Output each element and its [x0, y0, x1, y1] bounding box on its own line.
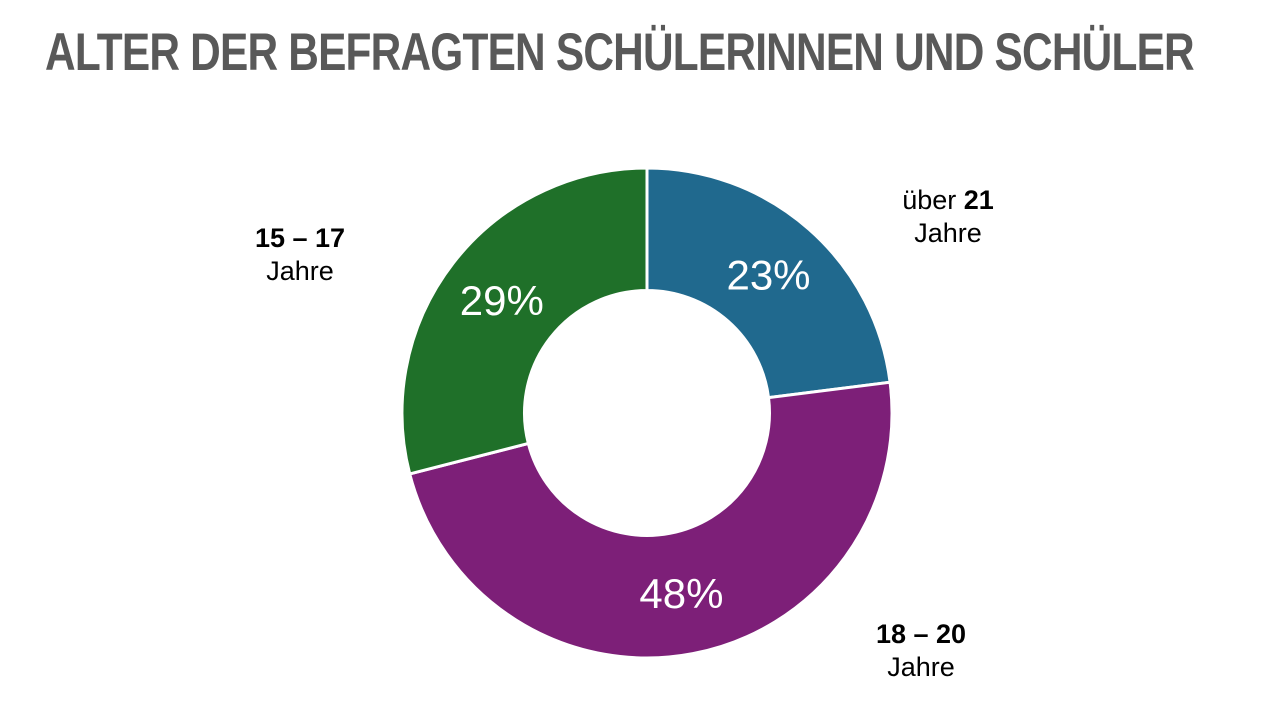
donut-segment-15-17-jahre: [400, 166, 649, 476]
segment-label-18-20-jahre: 18 – 20 Jahre: [811, 618, 1031, 684]
chart-title: ALTER DER BEFRAGTEN SCHÜLERINNEN UND SCH…: [45, 23, 1195, 82]
segment-label-15-17-jahre: 15 – 17 Jahre: [190, 222, 410, 288]
label-text-bold: 21: [963, 185, 994, 215]
value-label: 29%: [460, 277, 544, 324]
label-text-bold: 15 – 17: [254, 223, 346, 253]
segment-label-line1: 15 – 17: [190, 222, 410, 255]
segment-label-line1: über 21: [838, 184, 1058, 217]
label-text-bold: 18 – 20: [875, 619, 967, 649]
value-label: 48%: [639, 570, 723, 617]
segment-label-line1: 18 – 20: [811, 618, 1031, 651]
value-label: 23%: [726, 252, 810, 299]
segment-label-line2: Jahre: [887, 652, 955, 682]
label-text-regular: über: [902, 185, 964, 215]
segment-label-ueber-21-jahre: über 21 Jahre: [838, 184, 1058, 250]
donut-segment-18-20-jahre: [407, 380, 894, 660]
donut-segment-über-21-jahre: [645, 166, 892, 400]
segment-label-line2: Jahre: [914, 218, 982, 248]
segment-label-line2: Jahre: [266, 256, 334, 286]
